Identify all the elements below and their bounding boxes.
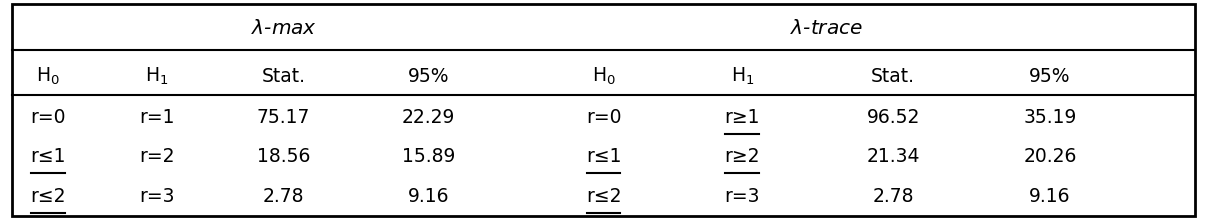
FancyBboxPatch shape xyxy=(12,4,1195,216)
Text: 21.34: 21.34 xyxy=(867,147,920,167)
Text: Stat.: Stat. xyxy=(262,67,305,86)
Text: 20.26: 20.26 xyxy=(1024,147,1077,167)
Text: r=2: r=2 xyxy=(139,147,175,167)
Text: 2.78: 2.78 xyxy=(873,187,914,206)
Text: r≤2: r≤2 xyxy=(30,187,66,206)
Text: r≥2: r≥2 xyxy=(724,147,760,167)
Text: 9.16: 9.16 xyxy=(1030,187,1071,206)
Text: 95%: 95% xyxy=(408,67,449,86)
Text: 18.56: 18.56 xyxy=(257,147,310,167)
Text: $\lambda$-trace: $\lambda$-trace xyxy=(791,19,863,38)
Text: r=3: r=3 xyxy=(724,187,760,206)
Text: r≤1: r≤1 xyxy=(30,147,66,167)
Text: r≤2: r≤2 xyxy=(585,187,622,206)
Text: r≥1: r≥1 xyxy=(724,108,760,127)
Text: 15.89: 15.89 xyxy=(402,147,455,167)
Text: H$_1$: H$_1$ xyxy=(730,66,754,87)
Text: 75.17: 75.17 xyxy=(257,108,310,127)
Text: 96.52: 96.52 xyxy=(867,108,920,127)
Text: 95%: 95% xyxy=(1030,67,1071,86)
Text: 35.19: 35.19 xyxy=(1024,108,1077,127)
Text: r=1: r=1 xyxy=(139,108,175,127)
Text: 2.78: 2.78 xyxy=(263,187,304,206)
Text: 9.16: 9.16 xyxy=(408,187,449,206)
Text: Stat.: Stat. xyxy=(871,67,915,86)
Text: r≤1: r≤1 xyxy=(585,147,622,167)
Text: $\lambda$-max: $\lambda$-max xyxy=(251,19,316,38)
Text: r=0: r=0 xyxy=(585,108,622,127)
Text: H$_0$: H$_0$ xyxy=(591,66,616,87)
Text: H$_1$: H$_1$ xyxy=(145,66,169,87)
Text: r=0: r=0 xyxy=(30,108,66,127)
Text: 22.29: 22.29 xyxy=(402,108,455,127)
Text: H$_0$: H$_0$ xyxy=(36,66,60,87)
Text: r=3: r=3 xyxy=(139,187,175,206)
